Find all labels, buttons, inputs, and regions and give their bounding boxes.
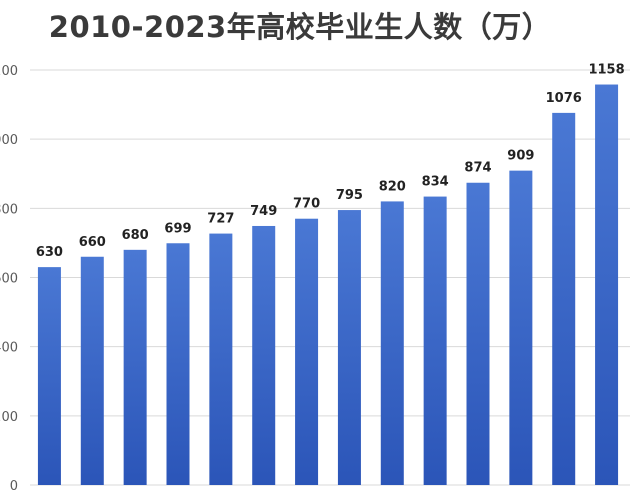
data-label-2023: 1158 [588, 63, 624, 78]
y-tick-label: 1200 [0, 64, 18, 79]
bar-2021 [509, 170, 533, 485]
bar-2022 [552, 112, 576, 485]
data-label-2020: 874 [464, 161, 491, 176]
y-tick-label: 0 [10, 479, 18, 494]
data-label-2010: 630 [36, 245, 63, 260]
y-tick-label: 600 [0, 272, 18, 287]
bar-2012 [123, 249, 147, 485]
data-label-2016: 770 [293, 197, 320, 212]
bar-2013 [166, 243, 190, 485]
bar-2014 [209, 233, 233, 485]
chart-title: 2010-2023年高校毕业生人数（万） [48, 10, 552, 44]
data-label-2015: 749 [250, 204, 277, 219]
bar-2018 [380, 201, 404, 485]
bar-2017 [337, 210, 361, 485]
data-label-2011: 660 [79, 235, 106, 250]
bar-2010 [37, 267, 61, 485]
data-label-2021: 909 [507, 149, 534, 164]
y-tick-label: 1000 [0, 133, 18, 148]
bar-2019 [423, 196, 447, 485]
data-label-2013: 699 [164, 221, 191, 236]
bar-2011 [80, 256, 104, 485]
y-tick-label: 800 [0, 202, 18, 217]
data-label-2018: 820 [379, 179, 406, 194]
data-label-2019: 834 [422, 175, 449, 190]
y-tick-label: 200 [0, 410, 18, 425]
data-label-2012: 680 [122, 228, 149, 243]
bar-2020 [466, 182, 490, 485]
data-label-2022: 1076 [546, 91, 582, 106]
bar-2023 [595, 84, 619, 486]
data-label-2014: 727 [207, 212, 234, 227]
bar-2015 [252, 225, 276, 486]
bar-2016 [295, 218, 319, 486]
y-tick-label: 400 [0, 341, 18, 356]
data-label-2017: 795 [336, 188, 363, 203]
